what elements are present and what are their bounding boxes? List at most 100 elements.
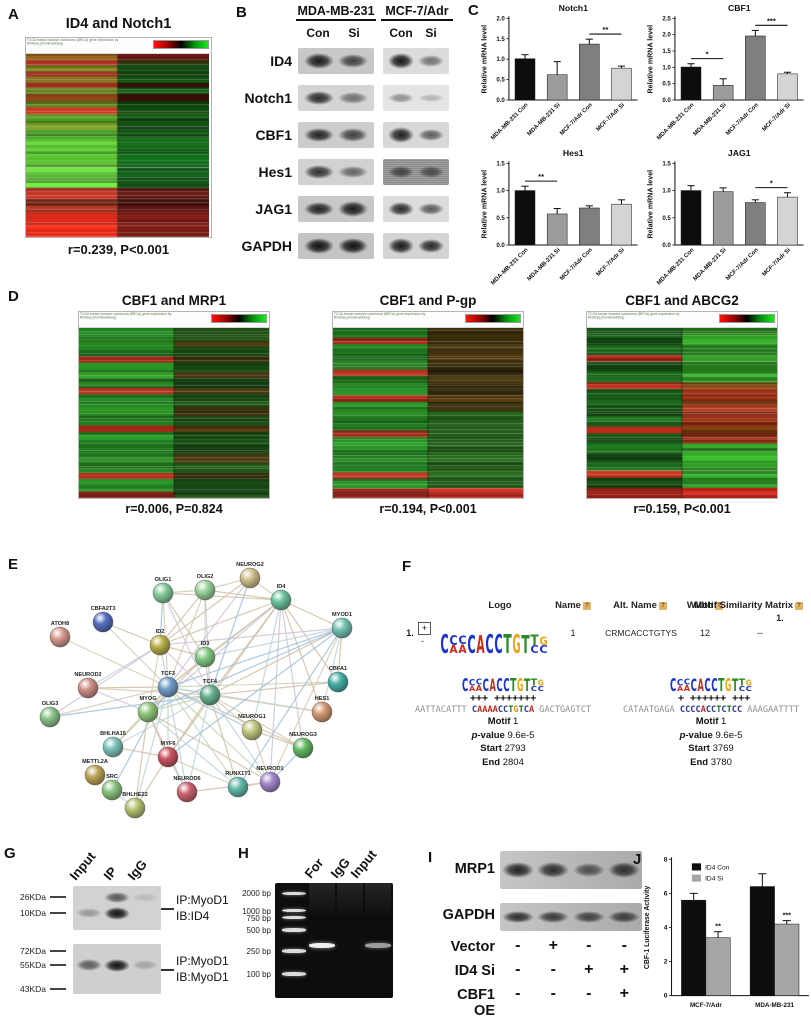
blot-image [298, 122, 374, 148]
bar-chart-jag1: JAG1 Relative mRNA level 0.0 0.5 1.0 1.5 MDA-M… [646, 148, 804, 287]
gene-node-label: TCF4 [203, 679, 218, 685]
network-edge [209, 681, 339, 696]
gene-node-label: RUNX1T1 [225, 771, 251, 777]
network-edge [49, 694, 211, 718]
b: Start [688, 743, 710, 754]
logo-letter: C [483, 676, 489, 693]
gene-node [239, 567, 261, 589]
heatmap-canvas [26, 54, 209, 237]
logo-letter: T [503, 630, 511, 655]
panel-a-label: A [8, 6, 19, 23]
panel-e-label: E [8, 556, 19, 573]
match-info-row: Start 3769 [688, 743, 734, 754]
logo-letter: T [521, 630, 529, 655]
span: CATAATGAGA [622, 705, 680, 715]
text: 0.0 [662, 242, 671, 249]
lane-smear [309, 883, 335, 998]
lane-label: Input [66, 849, 99, 883]
network-edge [167, 756, 239, 788]
ladder-band [282, 972, 306, 976]
b: Motif [487, 716, 511, 727]
heatmap-colorscale [465, 314, 521, 323]
gene-node [101, 779, 123, 801]
b: End [482, 756, 501, 768]
span: A [482, 705, 488, 715]
wb-band [418, 166, 445, 178]
span: Logo [488, 600, 512, 611]
span: C [497, 705, 503, 715]
logo-letter: C [485, 630, 493, 655]
col-header-logo: Logo [455, 600, 545, 611]
gene-node [270, 589, 292, 611]
wb-band [387, 201, 414, 217]
logo-letter: C [494, 630, 502, 655]
motif-alt-name: CRMCACCTGTYS [605, 628, 677, 638]
gene-node [152, 582, 174, 604]
gene-node [49, 626, 71, 648]
network-edge [280, 599, 323, 713]
wb-band [387, 92, 414, 104]
network-edge [87, 686, 169, 689]
b: End [690, 756, 709, 768]
span: Width [686, 600, 714, 611]
match-info-row: Motif 1 [487, 716, 519, 727]
logo-letter: T [718, 675, 725, 693]
wb-band [418, 202, 445, 216]
gene-node-label: OLIG3 [42, 701, 59, 707]
span: Motif Similarity Matrix [694, 600, 793, 611]
blot-image [383, 159, 449, 185]
annotation-dash [161, 969, 174, 971]
wb-band [572, 862, 605, 878]
network-edge [204, 589, 282, 601]
protein-label: ID4 [270, 53, 292, 69]
i: p [471, 729, 478, 741]
span: C [721, 705, 727, 715]
network-edge [167, 589, 206, 688]
cell-line-header: MDA-MB-231 [296, 4, 376, 21]
logo-letter: A [469, 684, 476, 693]
text: 1.0 [496, 188, 505, 195]
gene-node-label: BHLHA15 [100, 731, 126, 737]
gene-node [227, 776, 249, 798]
span: A [492, 705, 498, 715]
gene-node-label: CBFA1 [329, 666, 347, 672]
match-info-row: End 3780 [690, 756, 732, 768]
span: C [711, 705, 717, 715]
span: AAAGAATTTT [742, 705, 800, 715]
ladder-size-label: 1000 bp [242, 906, 271, 916]
bar [745, 202, 766, 246]
text: 1.0 [662, 64, 671, 71]
logo-letter: C [538, 684, 544, 693]
blot-image [298, 196, 374, 222]
heatmap-title: CBF1 and ABCG2 [625, 293, 739, 308]
lane-label: Si [348, 26, 360, 40]
span: GACTGAGTCT [534, 705, 592, 715]
gene-node [157, 746, 179, 768]
bar-chart-luciferase: CBF-1 Luciferase Activity 0 2 4 6 8 MCF-7/Adr M… [644, 856, 809, 1009]
help-icon: ? [715, 602, 724, 610]
text: Relative mRNA level [480, 170, 488, 239]
x-tick-label: MDA-MB-231 Si [527, 247, 562, 282]
bar [611, 203, 632, 246]
wb-band [501, 910, 534, 924]
blot-image [500, 903, 642, 931]
panel-j-label: J [633, 851, 642, 868]
significance-label: ** [538, 172, 544, 181]
condition-symbol: - [515, 937, 521, 954]
condition-symbol: + [548, 937, 558, 954]
bar-chart-hes1: Hes1 Relative mRNA level 0.0 0.5 1.0 1.5 MDA-M… [480, 148, 638, 287]
gene-node [77, 677, 99, 699]
ladder-band [282, 908, 306, 913]
network-edge [167, 681, 339, 688]
heatmap-source-note: TCGA breast invasive carcinoma (BRCA) ge… [587, 312, 680, 320]
condition-label: Vector [450, 939, 495, 955]
condition-symbol: - [621, 937, 627, 954]
wb-band [303, 201, 334, 217]
hm-head: TCGA breast invasive carcinoma (BRCA) ge… [587, 312, 777, 328]
network-edge [167, 686, 188, 793]
bar [777, 196, 798, 246]
panel-i-label: I [428, 849, 433, 866]
wb-band [387, 165, 414, 179]
wb-band [75, 908, 102, 919]
